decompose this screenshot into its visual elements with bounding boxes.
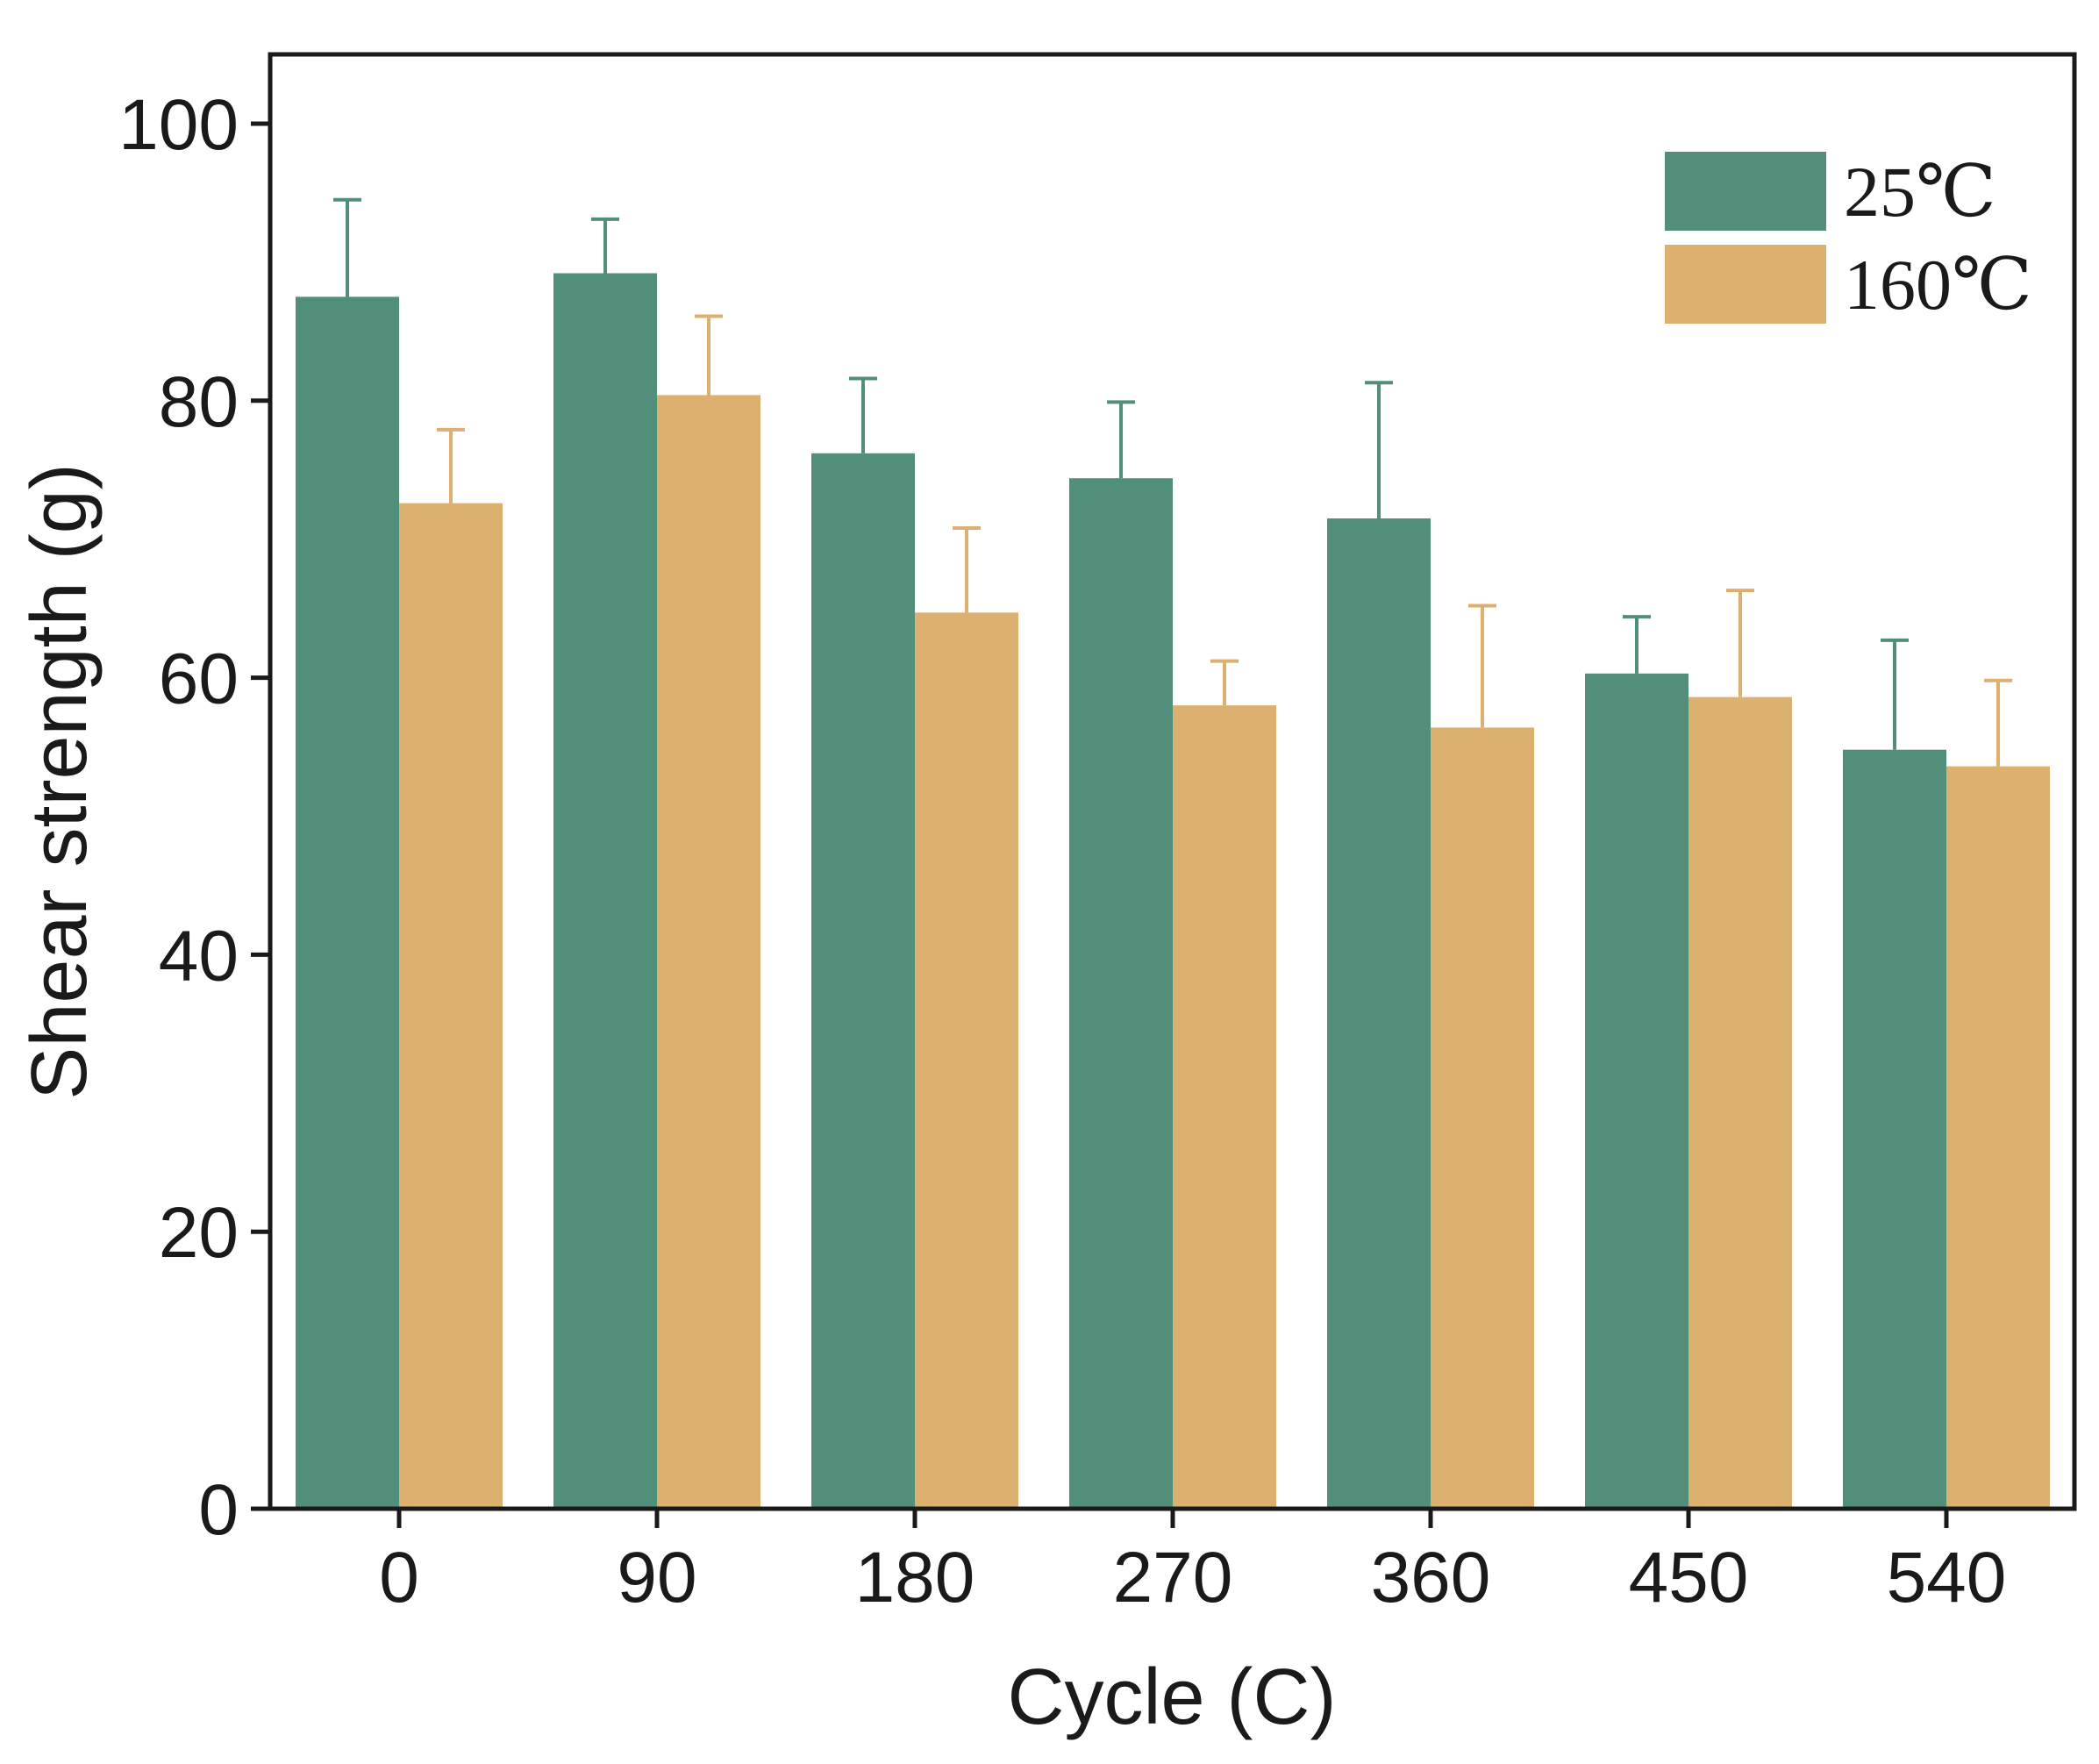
x-tick-label-540: 540 [1887,1538,2007,1618]
legend: 25℃ 160℃ [1665,152,2032,325]
x-axis-title: Cycle (C) [1008,1653,1337,1741]
errorbar-25c-450 [1623,615,1651,674]
bar-25c-90 [553,273,657,1510]
y-tick-label-80: 80 [159,362,239,442]
errorbar-160c-270 [1210,659,1239,706]
bar-160c-360 [1431,727,1534,1509]
x-tick-label-90: 90 [617,1538,696,1618]
errorbar-25c-180 [849,376,877,453]
bar-160c-90 [657,395,760,1510]
errorbar-25c-360 [1365,381,1393,518]
bar-160c-450 [1688,696,1792,1509]
x-tick-label-270: 270 [1113,1538,1233,1618]
legend-label-160c: 160℃ [1844,245,2032,325]
errorbar-160c-180 [953,526,981,613]
legend-swatch-160c [1665,245,1826,324]
x-tick-label-450: 450 [1629,1538,1749,1618]
errorbar-25c-90 [591,217,619,274]
errorbar-160c-540 [1984,678,2012,767]
errorbar-160c-450 [1726,589,1754,697]
y-tick-label-60: 60 [159,639,239,719]
bar-25c-0 [296,296,399,1509]
bars-layer [296,273,2050,1510]
x-axis: 0 90 180 270 360 450 540 [379,1509,2006,1618]
x-tick-label-0: 0 [379,1538,419,1618]
y-axis: 0 20 40 60 80 100 [118,85,270,1550]
errorbar-160c-0 [437,427,465,503]
y-axis-title: Shear strength (g) [16,463,104,1099]
bar-25c-540 [1843,749,1946,1509]
bar-160c-0 [399,503,503,1509]
errorbars-layer [333,197,2012,767]
bar-25c-180 [811,453,915,1510]
bar-160c-270 [1173,705,1276,1509]
errorbar-25c-540 [1881,638,1909,750]
errorbar-160c-360 [1468,603,1496,728]
y-tick-label-100: 100 [118,85,239,165]
y-tick-label-20: 20 [159,1193,239,1273]
bar-160c-180 [915,612,1018,1509]
y-tick-label-0: 0 [198,1470,239,1550]
errorbar-160c-90 [695,314,723,396]
legend-swatch-25c [1665,152,1826,231]
bar-160c-540 [1946,766,2050,1509]
x-tick-label-180: 180 [855,1538,975,1618]
errorbar-25c-270 [1107,400,1135,479]
legend-label-25c: 25℃ [1844,152,1996,232]
x-tick-label-360: 360 [1371,1538,1491,1618]
bar-25c-450 [1585,673,1688,1509]
y-tick-label-40: 40 [159,916,239,996]
bar-25c-270 [1069,478,1173,1509]
bar-25c-360 [1327,518,1431,1509]
errorbar-25c-0 [333,197,361,297]
